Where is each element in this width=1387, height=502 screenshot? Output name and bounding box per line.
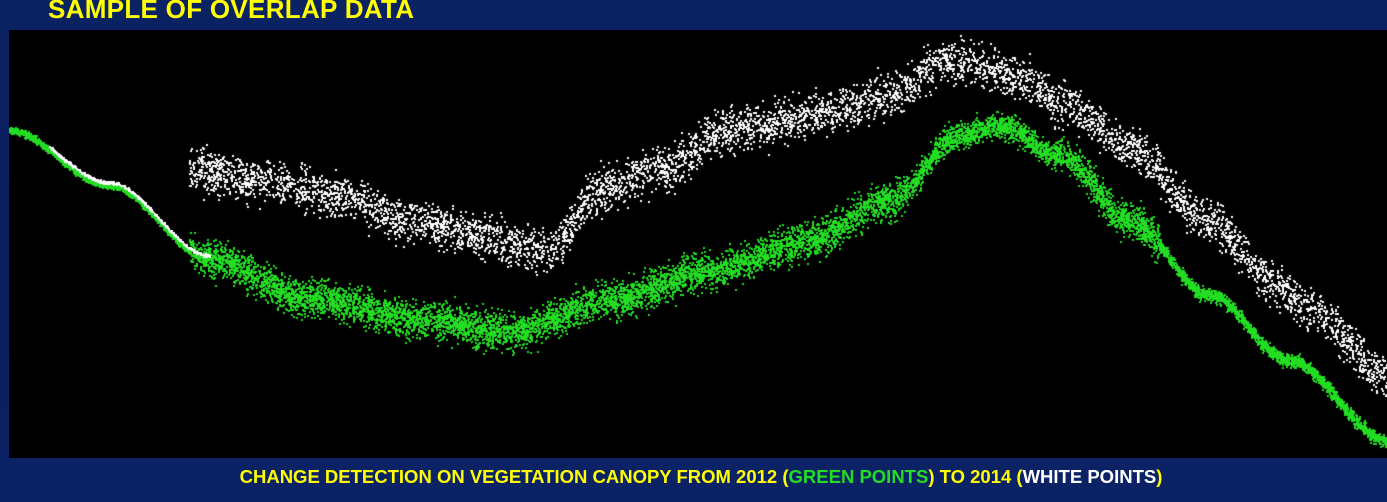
caption-part-1: CHANGE DETECTION ON VEGETATION CANOPY FR… xyxy=(239,466,789,487)
caption-part-2: ) TO 2014 ( xyxy=(928,466,1023,487)
caption-green-points-label: GREEN POINTS xyxy=(788,466,929,487)
point-cloud-view xyxy=(9,30,1387,458)
slide-title: SAMPLE OF OVERLAP DATA xyxy=(48,0,415,24)
caption-white-points-label: WHITE POINTS xyxy=(1022,466,1157,487)
point-cloud-canvas xyxy=(9,30,1387,458)
caption: CHANGE DETECTION ON VEGETATION CANOPY FR… xyxy=(36,460,1366,494)
caption-part-3: ) xyxy=(1156,466,1163,487)
